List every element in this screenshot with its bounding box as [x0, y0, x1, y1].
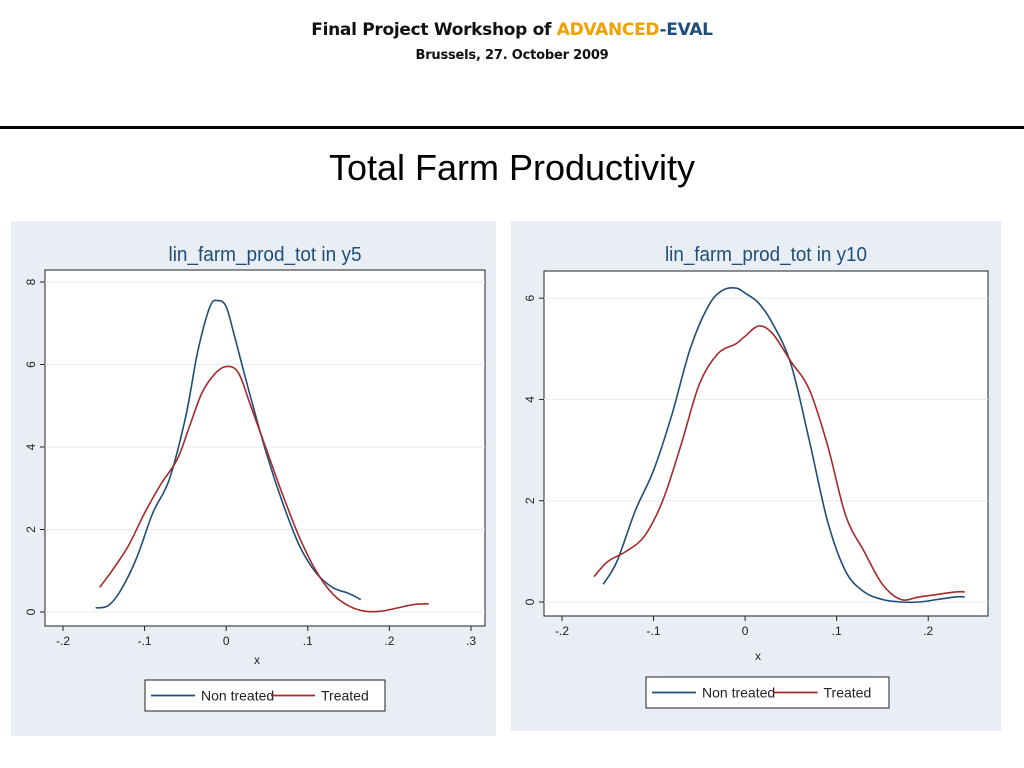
- header: Final Project Workshop of ADVANCED-EVAL …: [0, 20, 1024, 63]
- x-tick-label: 0: [742, 624, 749, 638]
- plot-area: [543, 270, 989, 617]
- x-tick-label: -.1: [138, 634, 152, 648]
- header-divider: [0, 126, 1024, 129]
- header-title-eval: EVAL: [666, 20, 713, 40]
- y-tick-label: 6: [24, 361, 38, 368]
- legend-label: Treated: [824, 685, 872, 701]
- y-tick-label: 4: [523, 396, 537, 403]
- header-title-prefix: Final Project Workshop of: [311, 20, 557, 40]
- x-tick-label: 0: [223, 634, 230, 648]
- x-tick-label: -.2: [56, 634, 70, 648]
- x-tick-label: .2: [384, 634, 394, 648]
- series-line-treated: [593, 325, 965, 601]
- chart-title: lin_farm_prod_tot in y10: [665, 244, 867, 266]
- y-tick-label: 4: [24, 443, 38, 450]
- y-tick-label: 8: [24, 278, 38, 285]
- legend-label: Treated: [321, 688, 369, 704]
- series-line-non-treated: [95, 299, 362, 609]
- chart-y10: lin_farm_prod_tot in y10 0 2 4 6 -.2 -.1 0 .1 .2 x…: [523, 244, 989, 709]
- x-tick-label: .1: [303, 634, 313, 648]
- header-title: Final Project Workshop of ADVANCED-EVAL: [0, 20, 1024, 40]
- header-title-dash: -: [659, 20, 667, 40]
- legend-label: Non treated: [702, 685, 775, 701]
- x-axis-label: x: [254, 653, 260, 667]
- x-tick-label: .3: [466, 634, 476, 648]
- chart-y5: lin_farm_prod_tot in y5 0 2 4 6 8 -.2 -.1 0 .1 .2.…: [24, 244, 486, 712]
- x-tick-label: -.2: [555, 624, 569, 638]
- chart-panel-y10: lin_farm_prod_tot in y10 0 2 4 6 -.2 -.1 0 .1 .2 x…: [511, 221, 1001, 731]
- series-line-treated: [99, 365, 429, 613]
- x-tick-label: .1: [832, 624, 842, 638]
- y-tick-label: 6: [523, 295, 537, 302]
- y-tick-label: 0: [24, 608, 38, 615]
- x-tick-label: -.1: [647, 624, 661, 638]
- y-tick-label: 2: [523, 497, 537, 504]
- x-axis-label: x: [755, 649, 761, 663]
- chart-panel-y5: lin_farm_prod_tot in y5 0 2 4 6 8 -.2 -.1 0 .1 .2.…: [11, 221, 496, 736]
- slide-title: Total Farm Productivity: [328, 147, 696, 188]
- series-line-non-treated: [602, 287, 965, 604]
- legend-label: Non treated: [201, 688, 274, 704]
- x-tick-label: .2: [923, 624, 933, 638]
- y-tick-label: 0: [523, 598, 537, 605]
- header-date: Brussels, 27. October 2009: [415, 48, 609, 63]
- header-title-advanced: ADVANCED: [556, 20, 660, 40]
- y-tick-label: 2: [24, 526, 38, 533]
- chart-title: lin_farm_prod_tot in y5: [169, 244, 362, 266]
